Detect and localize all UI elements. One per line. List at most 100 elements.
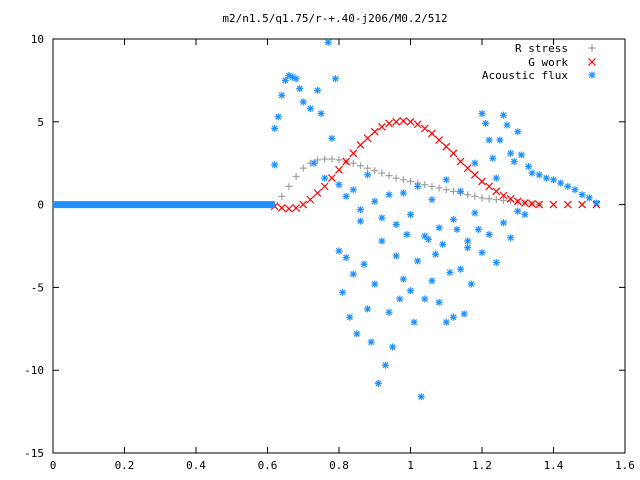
data-point [428,129,436,138]
data-point [367,338,375,346]
data-point [492,196,500,204]
data-point [371,280,379,288]
data-point [335,181,343,189]
data-point [381,361,389,369]
data-point [342,192,350,200]
data-point [392,220,400,228]
data-point [514,128,522,136]
data-point [520,199,529,207]
data-point [407,287,414,295]
data-point [349,186,357,194]
data-point [406,117,415,126]
data-point [421,295,429,303]
data-point [449,313,457,321]
data-point [449,216,457,224]
data-point [399,117,408,125]
data-point [528,199,536,208]
data-point [396,295,404,303]
data-point [364,305,372,313]
data-point [563,200,572,209]
data-point [399,275,407,283]
data-point [353,330,361,338]
data-point [356,217,364,225]
y-tick-label: 5 [37,116,44,129]
legend-marker-r-stress [588,44,596,52]
data-point [407,211,414,219]
data-point [314,156,322,164]
data-point [281,76,289,84]
data-point [271,124,279,132]
data-point [299,200,308,209]
data-point [421,232,429,240]
data-point [521,211,529,219]
data-point [377,122,386,131]
y-tick-label: -15 [24,447,44,460]
data-point [399,189,407,197]
x-tick-label: 0.6 [258,459,278,472]
data-point [296,85,304,93]
data-point [535,200,544,209]
data-point [496,136,504,144]
data-point [317,110,325,118]
data-point [420,124,429,133]
x-tick-label: 1.2 [472,459,492,472]
data-point [499,191,508,200]
data-point [592,199,600,207]
data-point [417,393,425,401]
data-point [492,187,501,196]
data-point [364,164,372,172]
data-point [328,155,336,163]
data-point [464,237,472,245]
data-point [474,225,482,233]
data-point [471,159,479,167]
data-point [364,171,372,179]
data-point [389,343,397,351]
data-point [463,164,472,173]
data-point [499,196,507,204]
data-point [535,171,543,179]
data-point [428,196,436,204]
x-tick-label: 1 [407,459,414,472]
data-point [342,157,351,166]
data-point [471,192,479,200]
data-point [442,142,451,151]
data-point [435,184,443,192]
data-point [363,134,372,143]
data-point [374,379,382,387]
data-point [489,154,497,162]
data-point [356,141,365,149]
x-tick-label: 0 [50,459,57,472]
data-point [435,298,443,306]
data-point [432,250,440,258]
data-point [564,182,572,190]
data-point [510,158,518,166]
data-point [378,214,386,222]
data-point [513,197,522,206]
x-tick-label: 0.8 [329,459,349,472]
data-point [453,225,461,233]
data-point [385,191,393,199]
data-point [327,174,336,183]
data-point [410,318,418,326]
x-tick-label: 1.6 [615,459,635,472]
data-point [528,169,536,177]
data-point [485,182,494,191]
data-point [442,186,450,194]
series-layer [53,38,601,401]
data-point [346,313,354,321]
data-point [278,192,286,200]
data-point [456,157,465,166]
data-point [414,257,422,265]
data-point [339,288,347,296]
data-point [392,174,400,182]
data-point [460,310,468,318]
data-point [557,179,565,187]
data-point [285,204,293,213]
data-point [342,254,350,262]
data-point [392,117,401,126]
series-acoustic-flux [53,38,600,401]
data-point [428,277,436,285]
data-point [321,174,329,182]
data-point [356,206,364,214]
